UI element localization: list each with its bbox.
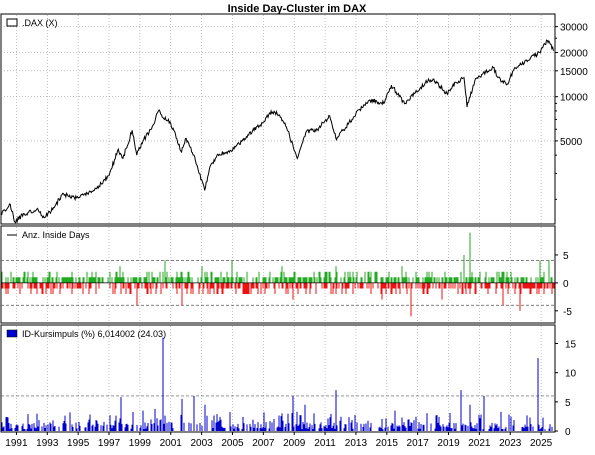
x-tick-label: 2013 bbox=[345, 438, 368, 449]
impulse-bars bbox=[1, 337, 553, 431]
price-y-tick-label: 20000 bbox=[560, 48, 588, 59]
x-tick-label: 1995 bbox=[67, 438, 90, 449]
x-tick-label: 1997 bbox=[98, 438, 121, 449]
impulse-y-axis: 0 5 10 15 bbox=[555, 340, 577, 438]
impulse-legend: ID-Kursimpuls (%) 6,014002 (24.03) bbox=[6, 329, 166, 339]
impulse-panel-frame bbox=[0, 324, 556, 433]
impulse-y-tick-label: 5 bbox=[565, 398, 571, 409]
price-panel-frame bbox=[0, 13, 556, 225]
inside-days-grid bbox=[1, 227, 555, 322]
price-y-tick-label: 30000 bbox=[560, 23, 588, 34]
inside-days-y-tick-label: 5 bbox=[563, 251, 569, 262]
impulse-y-tick-label: 15 bbox=[565, 340, 577, 351]
x-tick-label: 2019 bbox=[437, 438, 460, 449]
x-tick-label: 1993 bbox=[36, 438, 59, 449]
price-y-axis: 5000 10000 15000 20000 30000 bbox=[555, 23, 588, 200]
inside-days-panel-frame bbox=[0, 225, 556, 324]
x-tick-label: 2025 bbox=[530, 438, 553, 449]
price-legend-swatch bbox=[6, 18, 18, 27]
price-legend: .DAX (X) bbox=[6, 18, 58, 28]
price-legend-label: .DAX (X) bbox=[22, 18, 58, 28]
impulse-legend-label: ID-Kursimpuls (%) 6,014002 (24.03) bbox=[22, 329, 166, 339]
x-tick-label: 2023 bbox=[499, 438, 522, 449]
inside-days-bars bbox=[1, 232, 555, 317]
x-tick-label: 1999 bbox=[129, 438, 152, 449]
x-tick-label: 2003 bbox=[190, 438, 213, 449]
x-tick-label: 2021 bbox=[468, 438, 491, 449]
impulse-y-tick-label: 10 bbox=[565, 369, 577, 380]
price-y-tick-label: 5000 bbox=[560, 137, 583, 148]
inside-days-y-tick-label: -5 bbox=[563, 307, 572, 318]
x-tick-label: 2001 bbox=[160, 438, 183, 449]
chart-title: Inside Day-Cluster im DAX bbox=[228, 3, 367, 15]
price-y-tick-label: 15000 bbox=[560, 67, 588, 78]
x-tick-label: 2015 bbox=[376, 438, 399, 449]
x-tick-label: 2005 bbox=[221, 438, 244, 449]
dax-price-line bbox=[0, 39, 554, 224]
price-y-tick-label: 10000 bbox=[560, 93, 588, 104]
inside-days-y-axis: -5 0 5 bbox=[555, 251, 572, 318]
x-tick-label: 2009 bbox=[283, 438, 306, 449]
x-tick-label: 1991 bbox=[5, 438, 28, 449]
impulse-grid bbox=[1, 326, 555, 431]
impulse-y-tick-label: 0 bbox=[565, 427, 571, 438]
x-tick-label: 2007 bbox=[252, 438, 275, 449]
x-tick-label: 2017 bbox=[407, 438, 430, 449]
inside-days-y-tick-label: 0 bbox=[563, 279, 569, 290]
inside-days-legend-label: Anz. Inside Days bbox=[22, 230, 90, 240]
x-axis: 1991 1993 1995 1997 1999 2001 2003 2005 2007 2009… bbox=[5, 432, 553, 449]
inside-days-legend: Anz. Inside Days bbox=[7, 230, 90, 240]
price-grid bbox=[1, 15, 555, 223]
x-tick-label: 2011 bbox=[314, 438, 336, 449]
impulse-legend-swatch bbox=[6, 329, 18, 338]
